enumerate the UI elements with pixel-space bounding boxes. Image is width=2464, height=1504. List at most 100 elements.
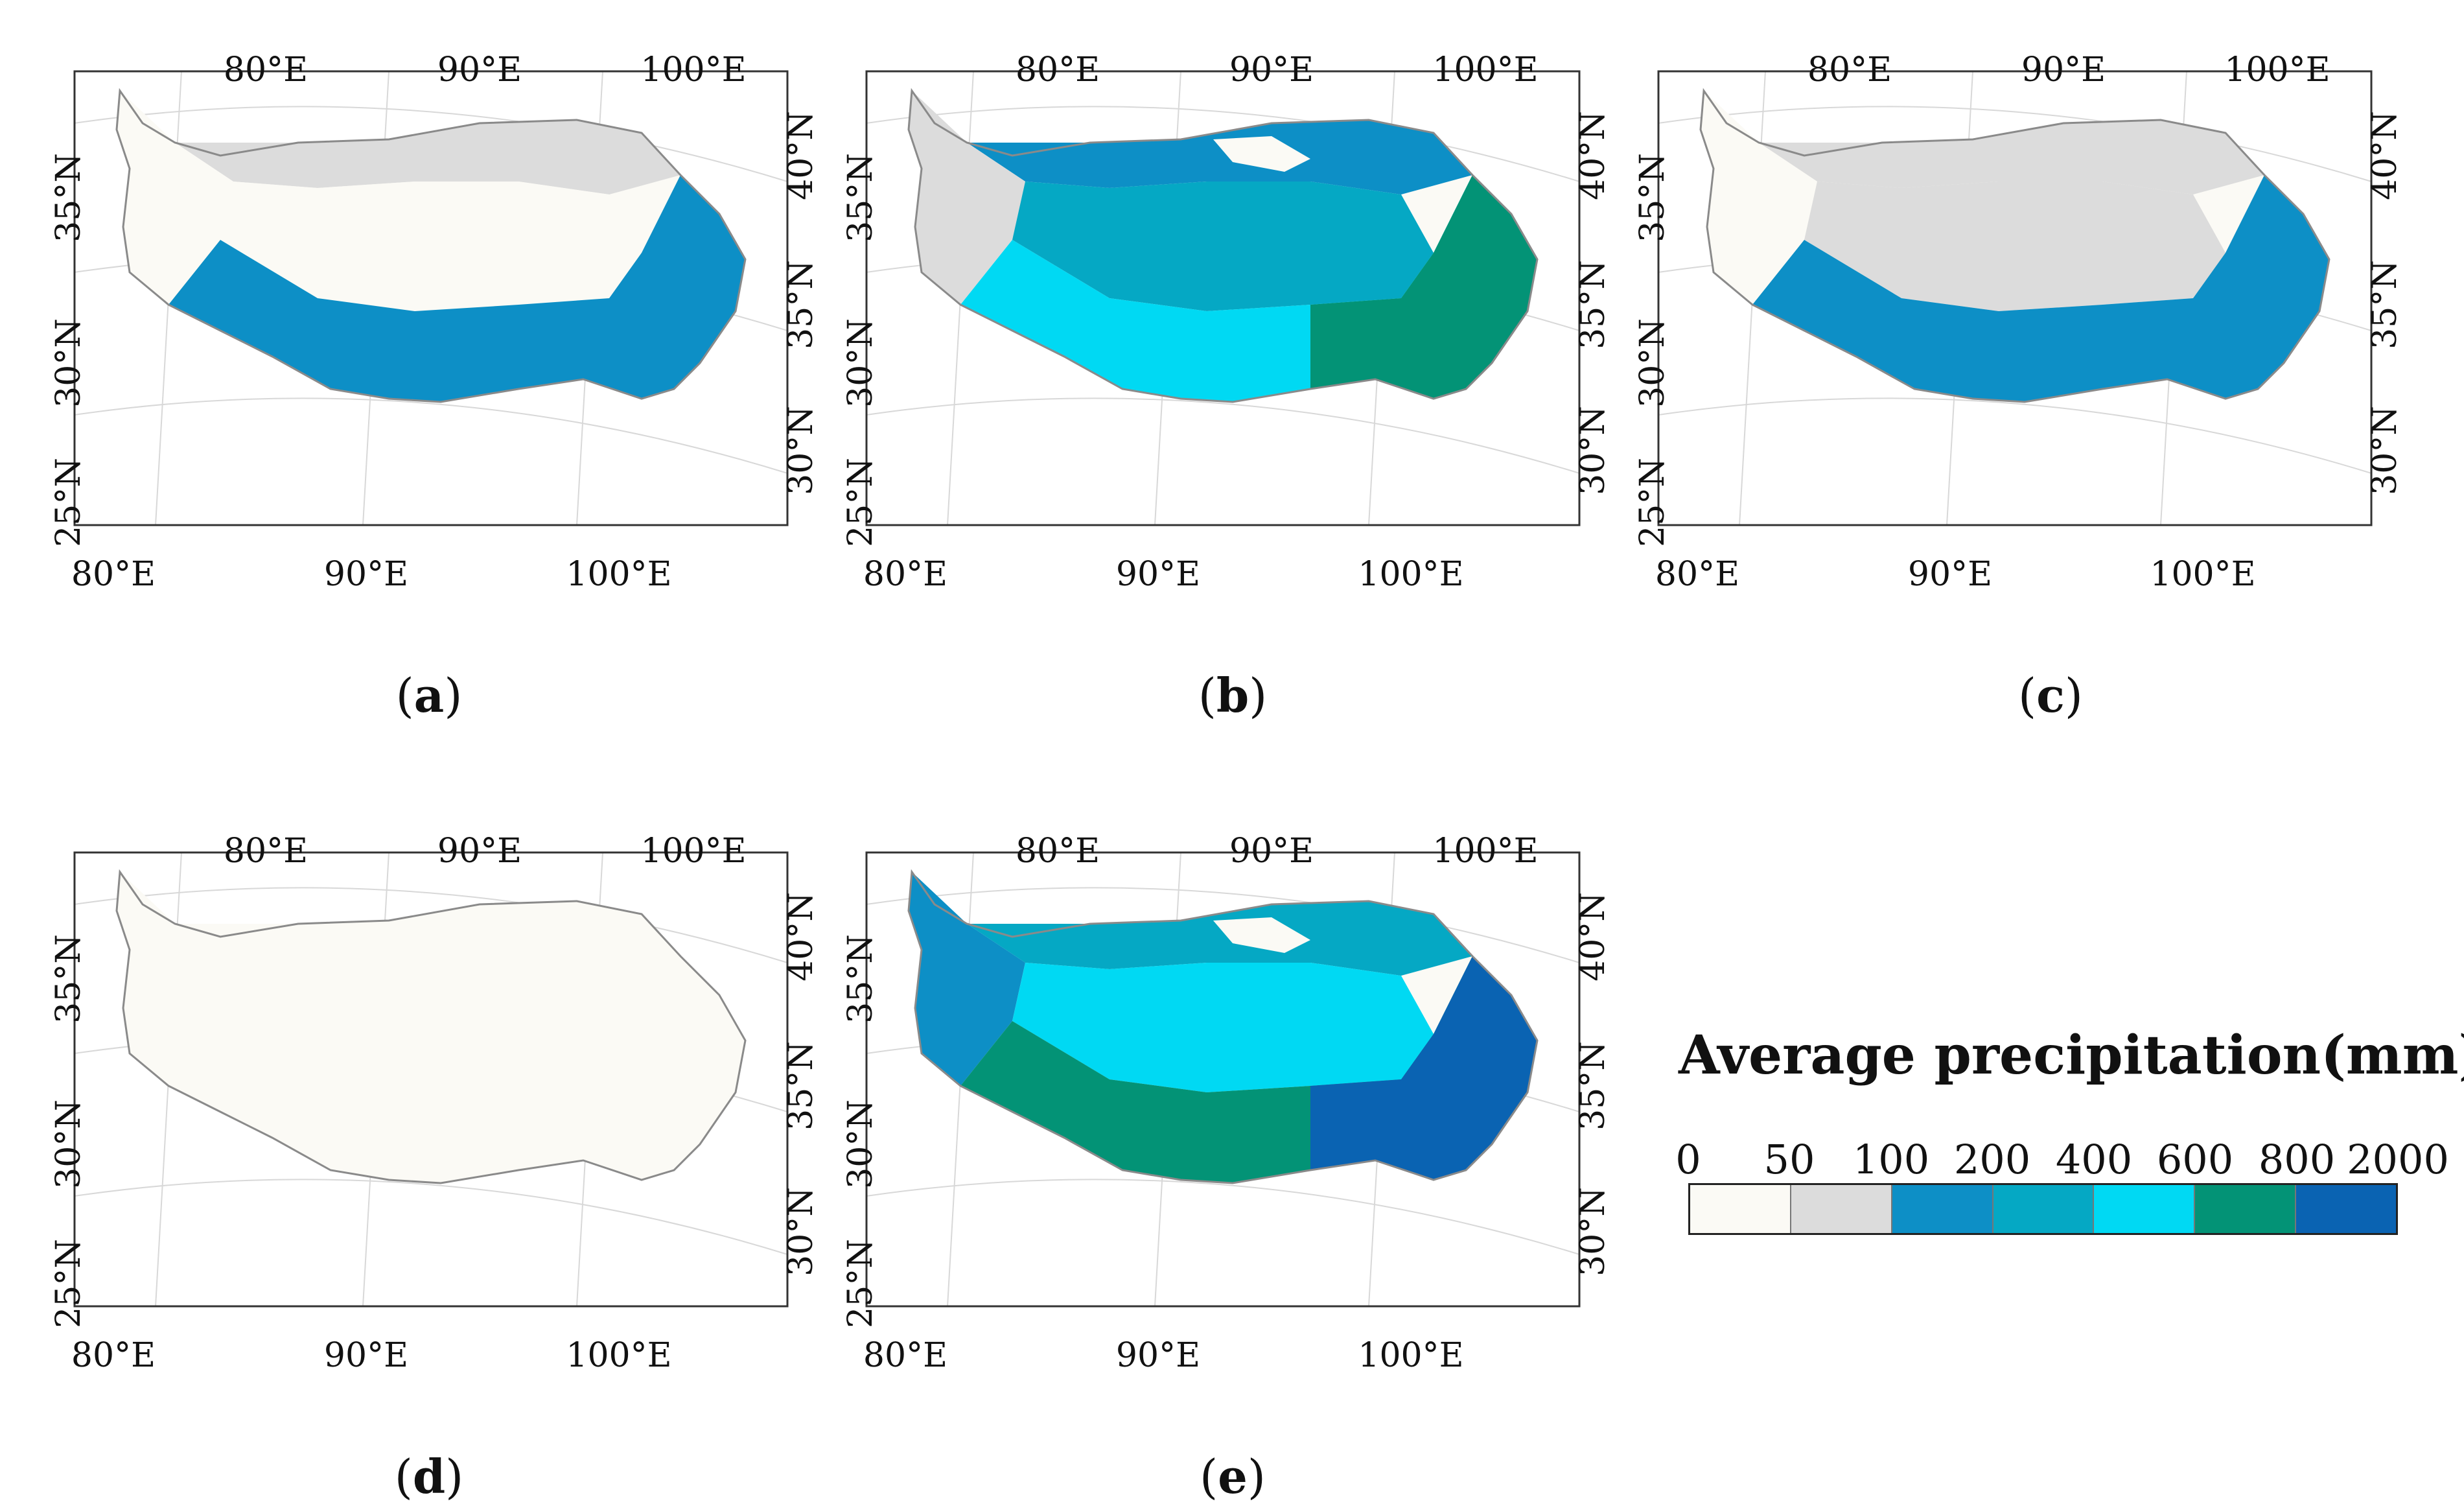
tick-bottom-100E: 100°E	[566, 555, 672, 594]
tick-left-35N: 35°N	[841, 934, 880, 1024]
tick-left-35N: 35°N	[1633, 153, 1672, 242]
tick-bottom-100E: 100°E	[566, 1336, 672, 1375]
legend-swatch-100-200	[1892, 1185, 1993, 1233]
plateau-border	[1699, 88, 2330, 403]
tick-left-25N: 25°N	[841, 458, 880, 547]
tick-left-30N: 30°N	[49, 318, 88, 408]
tick-right-30N: 30°N	[782, 1187, 820, 1276]
panel-caption-b: (b)	[1198, 668, 1268, 723]
tick-bottom-90E: 90°E	[323, 555, 409, 594]
legend-swatch-600-800	[2195, 1185, 2297, 1233]
tick-top-90E: 90°E	[437, 832, 522, 871]
panel-caption-a: (a)	[395, 668, 463, 723]
tick-top-100E: 100°E	[1432, 51, 1539, 89]
legend-title: Average precipitation(mm)	[1679, 1024, 2464, 1087]
legend-break-100: 100	[1852, 1136, 1930, 1183]
tick-top-80E: 80°E	[1015, 832, 1100, 871]
map-e	[865, 851, 1581, 1308]
legend-break-600: 600	[2156, 1136, 2234, 1183]
tick-bottom-100E: 100°E	[1358, 1336, 1464, 1375]
zone-50-100	[967, 120, 1472, 194]
zone-400-600	[169, 175, 745, 402]
tick-right-35N: 35°N	[782, 1041, 820, 1131]
tick-top-100E: 100°E	[640, 51, 747, 89]
zone-200-400	[1804, 182, 2226, 311]
tick-right-30N: 30°N	[2365, 406, 2404, 495]
zone-50-100	[175, 120, 680, 194]
tick-bottom-80E: 80°E	[863, 555, 948, 594]
tick-left-30N: 30°N	[1633, 318, 1672, 408]
map-frame	[1657, 70, 2373, 526]
legend-break-400: 400	[2055, 1136, 2133, 1183]
tick-bottom-100E: 100°E	[2150, 555, 2256, 594]
tick-left-25N: 25°N	[1633, 458, 1672, 547]
legend-break-50: 50	[1763, 1136, 1815, 1183]
map-frame	[865, 70, 1581, 526]
zone-400-600	[169, 956, 745, 1183]
map-panel-d: 80°E 90°E 100°E 80°E 90°E 100°E 35°N 30°…	[26, 807, 868, 1504]
tick-left-25N: 25°N	[49, 458, 88, 547]
map-panel-e: 80°E 90°E 100°E 80°E 90°E 100°E 35°N 30°…	[818, 807, 1660, 1504]
map-panel-b: 80°E 90°E 100°E 80°E 90°E 100°E 35°N 30°…	[818, 26, 1660, 723]
tick-bottom-90E: 90°E	[1115, 555, 1201, 594]
map-panel-a: 80°E 90°E 100°E 80°E 90°E 100°E 35°N 30°…	[26, 26, 868, 723]
tick-right-30N: 30°N	[782, 406, 820, 495]
tick-right-40N: 40°N	[1574, 111, 1612, 200]
plateau-border	[115, 88, 747, 403]
dry-basin	[1213, 917, 1310, 953]
tick-right-35N: 35°N	[1574, 1041, 1612, 1131]
tick-top-90E: 90°E	[1229, 832, 1314, 871]
map-frame	[73, 70, 789, 526]
tick-left-35N: 35°N	[49, 153, 88, 242]
tick-right-40N: 40°N	[2365, 111, 2404, 200]
zone-400-600	[1752, 175, 2329, 402]
zone-southeast	[1310, 175, 1537, 399]
legend-swatch-50-100	[1791, 1185, 1892, 1233]
tick-top-90E: 90°E	[437, 51, 522, 89]
zone-50-100	[967, 901, 1472, 976]
tick-bottom-90E: 90°E	[1907, 555, 1993, 594]
zone-100-200	[117, 91, 233, 305]
dry-basin	[1213, 136, 1310, 172]
zone-southeast	[1310, 956, 1537, 1180]
tick-right-30N: 30°N	[1574, 1187, 1612, 1276]
tick-top-100E: 100°E	[640, 832, 747, 871]
zone-100-200	[909, 91, 1025, 305]
graticule-line	[866, 1179, 1580, 1255]
tick-left-30N: 30°N	[49, 1099, 88, 1189]
tick-top-80E: 80°E	[1015, 51, 1100, 89]
tick-bottom-80E: 80°E	[1655, 555, 1740, 594]
legend-break-0: 0	[1675, 1136, 1701, 1183]
panel-caption-d: (d)	[394, 1449, 464, 1504]
tick-right-30N: 30°N	[1574, 406, 1612, 495]
map-panel-c: 80°E 90°E 100°E 80°E 90°E 100°E 35°N 30°…	[1610, 26, 2452, 723]
tick-top-90E: 90°E	[1229, 51, 1314, 89]
tick-top-80E: 80°E	[223, 51, 308, 89]
legend-swatch-800-2000	[2296, 1185, 2397, 1233]
map-b	[865, 70, 1581, 526]
legend-break-2000: 2000	[2347, 1136, 2449, 1183]
map-d	[73, 851, 789, 1308]
legend-swatch-0-50	[1690, 1185, 1791, 1233]
tick-top-100E: 100°E	[2224, 51, 2330, 89]
tick-right-35N: 35°N	[2365, 260, 2404, 349]
panel-caption-c: (c)	[2017, 668, 2084, 723]
zone-200-400	[220, 963, 642, 1092]
tick-left-30N: 30°N	[841, 1099, 880, 1189]
tick-left-35N: 35°N	[841, 153, 880, 242]
tick-right-35N: 35°N	[782, 260, 820, 349]
tick-left-25N: 25°N	[841, 1239, 880, 1328]
tick-top-80E: 80°E	[223, 832, 308, 871]
zone-100-200	[117, 872, 233, 1086]
tick-bottom-100E: 100°E	[1358, 555, 1464, 594]
tick-top-90E: 90°E	[2021, 51, 2106, 89]
zone-50-100	[175, 901, 680, 976]
tick-left-35N: 35°N	[49, 934, 88, 1024]
map-c	[1657, 70, 2373, 526]
legend-break-200: 200	[1953, 1136, 2031, 1183]
tick-top-80E: 80°E	[1807, 51, 1892, 89]
graticule-line	[1658, 397, 2372, 474]
map-frame	[865, 851, 1581, 1308]
legend-swatch-400-600	[2094, 1185, 2196, 1233]
